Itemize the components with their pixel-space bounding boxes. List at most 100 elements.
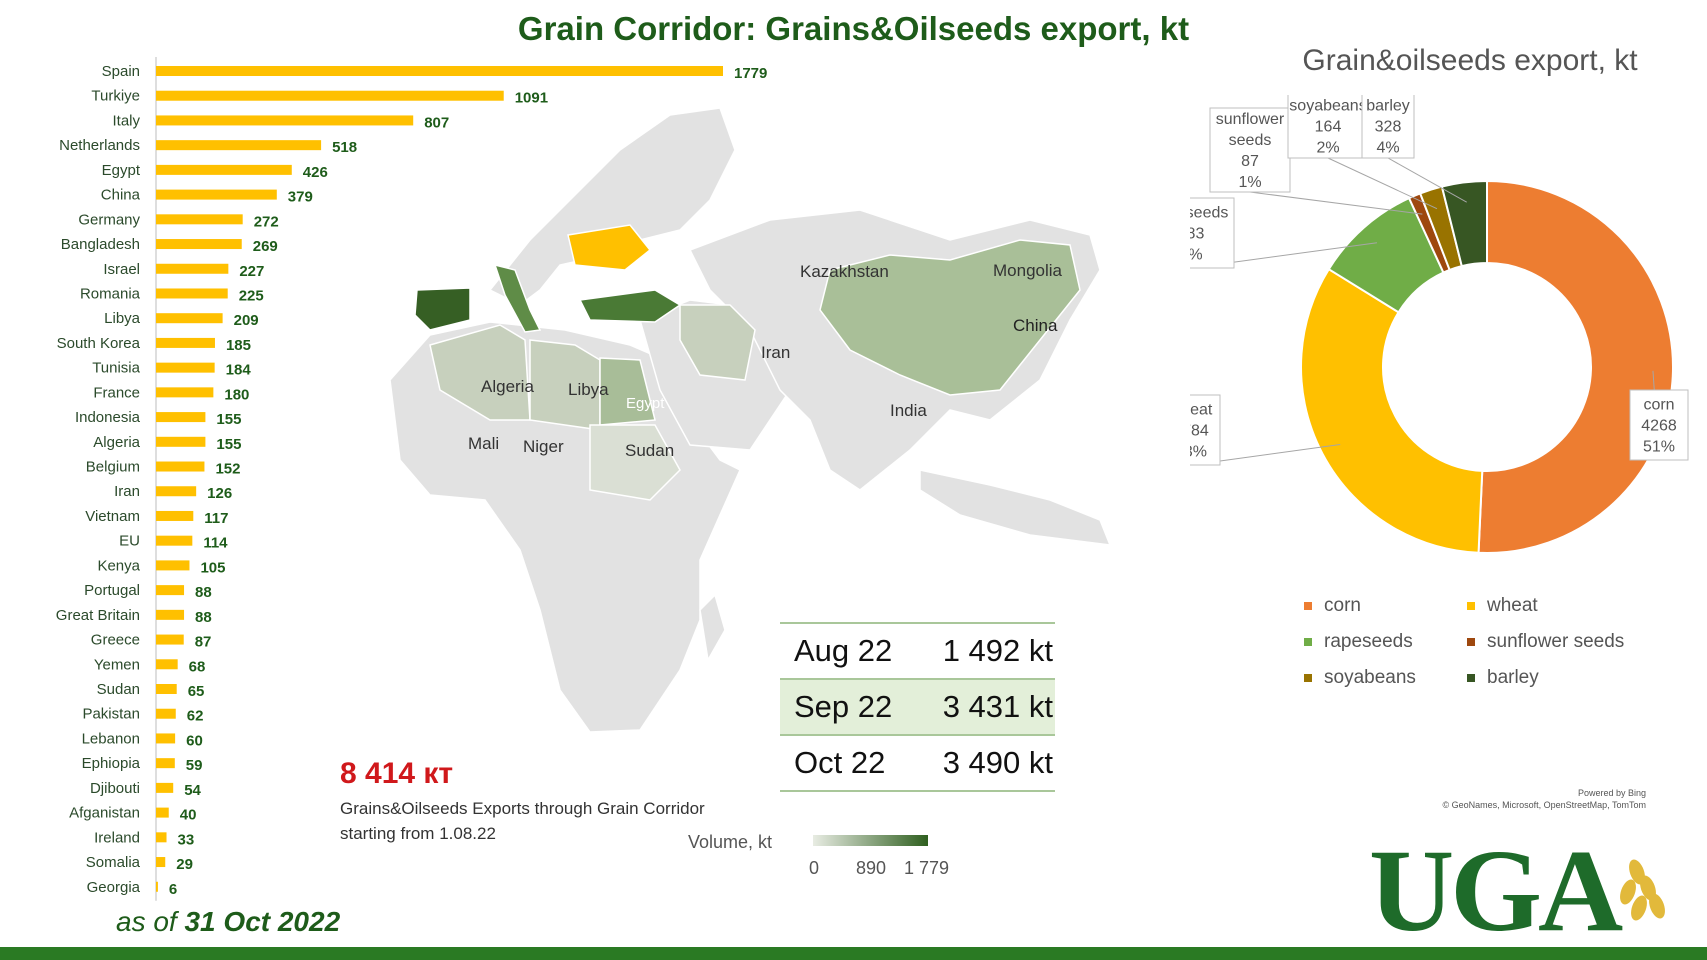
legend-item-corn: corn xyxy=(1304,595,1361,617)
bar-value-label: 155 xyxy=(216,411,241,428)
bar-value-label: 65 xyxy=(188,683,205,700)
map-ukraine xyxy=(567,224,652,271)
bar-category-label: Portugal xyxy=(84,582,140,599)
bar-value-label: 379 xyxy=(288,189,313,206)
month-value: 1 492 kt xyxy=(942,633,1053,668)
map-label-egypt: Egypt xyxy=(626,395,665,412)
bar xyxy=(156,560,190,571)
legend-item-rapeseeds: rapeseeds xyxy=(1304,631,1413,653)
legend-item-soyabeans: soyabeans xyxy=(1304,667,1416,689)
bar xyxy=(156,263,229,274)
map-label-kazakhstan: Kazakhstan xyxy=(800,262,889,281)
volume-scale-gradient xyxy=(813,835,928,846)
pie-callout-text: 51% xyxy=(1643,439,1675,456)
bar xyxy=(156,486,197,497)
bar xyxy=(156,857,166,868)
legend-swatch xyxy=(1304,674,1312,682)
map-label-libya: Libya xyxy=(568,380,609,399)
bar-category-label: Djibouti xyxy=(90,780,140,797)
bar xyxy=(156,412,206,423)
month-value: 3 431 kt xyxy=(942,689,1053,724)
map-italy xyxy=(493,263,542,333)
bar-value-label: 29 xyxy=(176,856,193,873)
volume-scale-label: Volume, kt xyxy=(688,832,773,852)
volume-scale-tick: 890 xyxy=(856,858,887,878)
pie-callout-text: 783 xyxy=(1190,226,1204,243)
map-credit-powered-by: Powered by Bing xyxy=(1577,788,1646,798)
bar xyxy=(156,832,167,843)
bar-category-label: Germany xyxy=(78,211,140,228)
bar-category-label: Somalia xyxy=(86,854,141,871)
pie-leader-line xyxy=(1327,157,1438,210)
bar-category-label: EU xyxy=(119,533,140,550)
bar xyxy=(156,535,193,546)
legend-label: wheat xyxy=(1487,595,1538,616)
pie-callout-text: 9% xyxy=(1190,247,1203,264)
bar-value-label: 272 xyxy=(254,213,279,230)
map-label-algeria: Algeria xyxy=(481,377,534,396)
map-label-china: China xyxy=(1013,316,1058,335)
map-label-india: India xyxy=(890,401,927,420)
pie-callout-text: 164 xyxy=(1315,119,1342,136)
bar-category-label: Israel xyxy=(103,261,140,278)
map-label-iran: Iran xyxy=(761,343,790,362)
bar xyxy=(156,90,504,101)
bar-category-label: Spain xyxy=(102,63,140,80)
bar-category-label: Ireland xyxy=(94,829,140,846)
legend-item-barley: barley xyxy=(1467,667,1539,689)
as-of-date: as of 31 Oct 2022 xyxy=(116,906,340,938)
bar xyxy=(156,362,215,373)
pie-leader-line xyxy=(1387,157,1467,203)
map-label-sudan: Sudan xyxy=(625,441,674,460)
bar-category-label: Indonesia xyxy=(75,409,141,426)
country-export-bar-chart: Spain 1779 Turkiye 1091 Italy 807 Netherlands 5… xyxy=(56,57,767,901)
pie-callout-text: wheat xyxy=(1190,402,1213,419)
bar-category-label: France xyxy=(93,384,140,401)
logo-text: UGA xyxy=(1369,830,1623,942)
legend-swatch xyxy=(1467,674,1475,682)
legend-swatch xyxy=(1467,602,1475,610)
pie-callout-text: 4% xyxy=(1376,140,1399,157)
bar xyxy=(156,758,175,769)
pie-callout-text: barley xyxy=(1366,98,1410,115)
bar-category-label: Ephiopia xyxy=(82,755,141,772)
map-spain xyxy=(414,287,471,331)
map-credit-sources: © GeoNames, Microsoft, OpenStreetMap, To… xyxy=(1442,800,1646,810)
bar-value-label: 62 xyxy=(187,708,204,725)
bar-category-label: South Korea xyxy=(57,335,141,352)
map-label-niger: Niger xyxy=(523,437,564,456)
legend-swatch xyxy=(1304,638,1312,646)
bar-value-label: 209 xyxy=(234,312,259,329)
bar xyxy=(156,659,178,670)
bar-value-label: 40 xyxy=(180,807,197,824)
bar-value-label: 225 xyxy=(239,287,264,304)
legend-label: soyabeans xyxy=(1324,667,1416,688)
bar-value-label: 227 xyxy=(239,263,264,280)
as-of-prefix: as of xyxy=(116,906,177,937)
bar-category-label: Belgium xyxy=(86,459,140,476)
bar-value-label: 33 xyxy=(178,831,195,848)
bar-category-label: Vietnam xyxy=(85,508,140,525)
footer-bar xyxy=(0,947,1707,960)
bar-category-label: Great Britain xyxy=(56,607,140,624)
legend-item-sunflower-seeds: sunflower seeds xyxy=(1467,631,1624,653)
bar-value-label: 1779 xyxy=(734,65,767,82)
pie-leader-line xyxy=(1249,191,1423,215)
bar-value-label: 180 xyxy=(224,386,249,403)
bar-category-label: Kenya xyxy=(97,557,140,574)
bar-category-label: Tunisia xyxy=(92,360,140,377)
bar-category-label: China xyxy=(101,187,141,204)
bar-value-label: 185 xyxy=(226,337,251,354)
bar xyxy=(156,115,414,126)
bar-value-label: 518 xyxy=(332,139,357,156)
export-donut-chart: corn 4268 51% wheat 2784 33% rapeseeds 783 9% sun… xyxy=(1190,95,1689,554)
bar-category-label: Italy xyxy=(112,112,140,129)
bar-category-label: Lebanon xyxy=(82,730,140,747)
total-export-description: Grains&Oilseeds Exports through Grain Co… xyxy=(340,799,705,843)
bar xyxy=(156,313,223,324)
as-of-date-value: 31 Oct 2022 xyxy=(184,906,341,937)
legend-label: barley xyxy=(1487,667,1539,688)
page-title: Grain Corridor: Grains&Oilseeds export, … xyxy=(517,10,1190,47)
legend-swatch xyxy=(1467,638,1475,646)
map-egypt xyxy=(599,357,656,426)
